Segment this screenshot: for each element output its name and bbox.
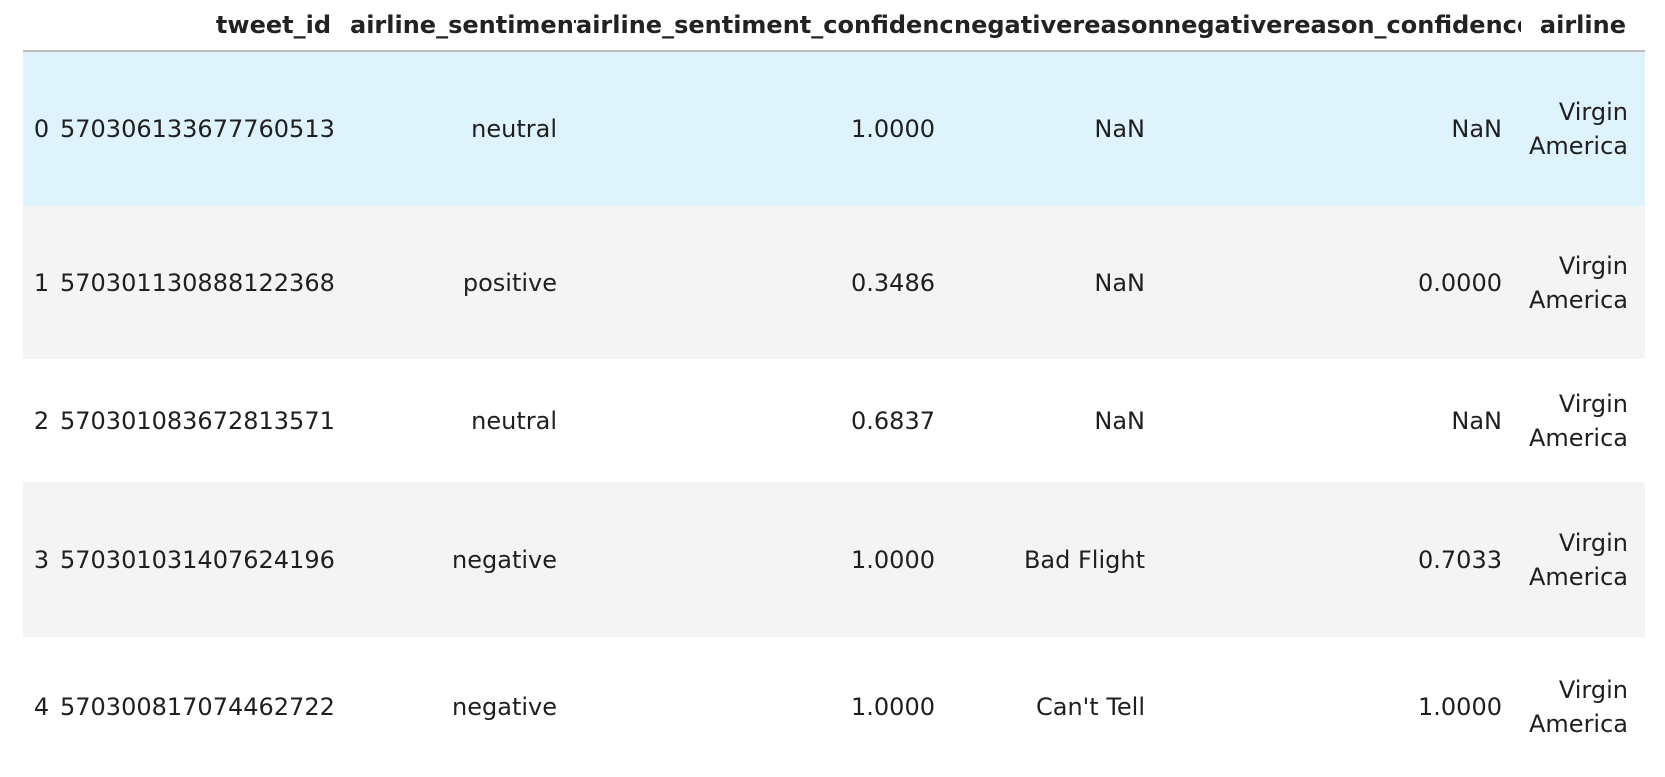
column-header-tweet-id: tweet_id	[60, 0, 350, 52]
row-index: 4	[33, 693, 50, 721]
table-row: 4 570300817074462722 negative 1.0000 Can…	[23, 637, 1645, 777]
airline-line-1: Virgin	[1558, 98, 1628, 126]
cell-airline: Virgin America	[1521, 637, 1645, 777]
airline-line-2: America	[1529, 285, 1628, 314]
cell-airline: Virgin America	[1521, 359, 1645, 482]
column-header-airline-sentiment-confidence: airline_sentiment_confidence	[576, 0, 954, 52]
cell-airline-sentiment-confidence: 1.0000	[851, 545, 935, 574]
dataframe-table: tweet_id airline_sentiment airline_senti…	[23, 0, 1645, 777]
cell-airline: Virgin America	[1521, 206, 1645, 359]
airline-line-2: America	[1529, 710, 1628, 738]
airline-line-2: America	[1529, 423, 1628, 452]
row-index: 2	[33, 406, 50, 435]
cell-negativereason: NaN	[1094, 268, 1145, 297]
cell-tweet-id: 570306133677760513	[60, 115, 335, 143]
cell-negativereason: Bad Flight	[1023, 545, 1145, 574]
airline-line-2: America	[1529, 132, 1628, 160]
column-header-airline: airline	[1521, 0, 1645, 52]
airline-line-1: Virgin	[1558, 251, 1628, 280]
airline-line-1: Virgin	[1558, 528, 1628, 557]
row-index: 3	[33, 545, 50, 574]
table-row: 0 570306133677760513 neutral 1.0000 NaN …	[23, 51, 1645, 206]
cell-negativereason: Can't Tell	[1036, 693, 1145, 721]
airline-line-1: Virgin	[1558, 676, 1628, 704]
cell-tweet-id: 570301031407624196	[60, 545, 335, 574]
cell-airline-sentiment: negative	[452, 693, 557, 721]
cell-negativereason-confidence: NaN	[1451, 115, 1502, 143]
table-row: 1 570301130888122368 positive 0.3486 NaN…	[23, 206, 1645, 359]
cell-airline-sentiment: neutral	[471, 115, 557, 143]
row-index: 1	[33, 268, 50, 297]
cell-negativereason: NaN	[1094, 115, 1145, 143]
table-row: 2 570301083672813571 neutral 0.6837 NaN …	[23, 359, 1645, 482]
cell-tweet-id: 570301130888122368	[60, 268, 335, 297]
airline-line-1: Virgin	[1558, 389, 1628, 418]
column-header-airline-sentiment: airline_sentiment	[350, 0, 576, 52]
table-row: 3 570301031407624196 negative 1.0000 Bad…	[23, 482, 1645, 637]
cell-airline-sentiment: neutral	[471, 406, 557, 435]
cell-airline-sentiment: positive	[462, 268, 557, 297]
cell-airline-sentiment-confidence: 1.0000	[851, 693, 935, 721]
cell-negativereason-confidence: 1.0000	[1418, 693, 1502, 721]
index-header	[23, 0, 60, 52]
cell-negativereason-confidence: 0.0000	[1418, 268, 1502, 297]
cell-negativereason-confidence: 0.7033	[1418, 545, 1502, 574]
cell-airline-sentiment-confidence: 0.6837	[851, 406, 935, 435]
cell-tweet-id: 570300817074462722	[60, 693, 335, 721]
cell-tweet-id: 570301083672813571	[60, 406, 335, 435]
airline-line-2: America	[1529, 562, 1628, 591]
cell-airline: Virgin America	[1521, 482, 1645, 637]
cell-airline-sentiment: negative	[452, 545, 557, 574]
row-index: 0	[33, 115, 50, 143]
cell-airline-sentiment-confidence: 0.3486	[851, 268, 935, 297]
header-row: tweet_id airline_sentiment airline_senti…	[23, 0, 1645, 52]
cell-negativereason-confidence: NaN	[1451, 406, 1502, 435]
cell-negativereason: NaN	[1094, 406, 1145, 435]
column-header-negativereason-confidence: negativereason_confidence	[1164, 0, 1521, 52]
dataframe-output: tweet_id airline_sentiment airline_senti…	[23, 0, 1645, 777]
cell-airline: Virgin America	[1521, 51, 1645, 206]
cell-airline-sentiment-confidence: 1.0000	[851, 115, 935, 143]
column-header-negativereason: negativereason	[954, 0, 1164, 52]
